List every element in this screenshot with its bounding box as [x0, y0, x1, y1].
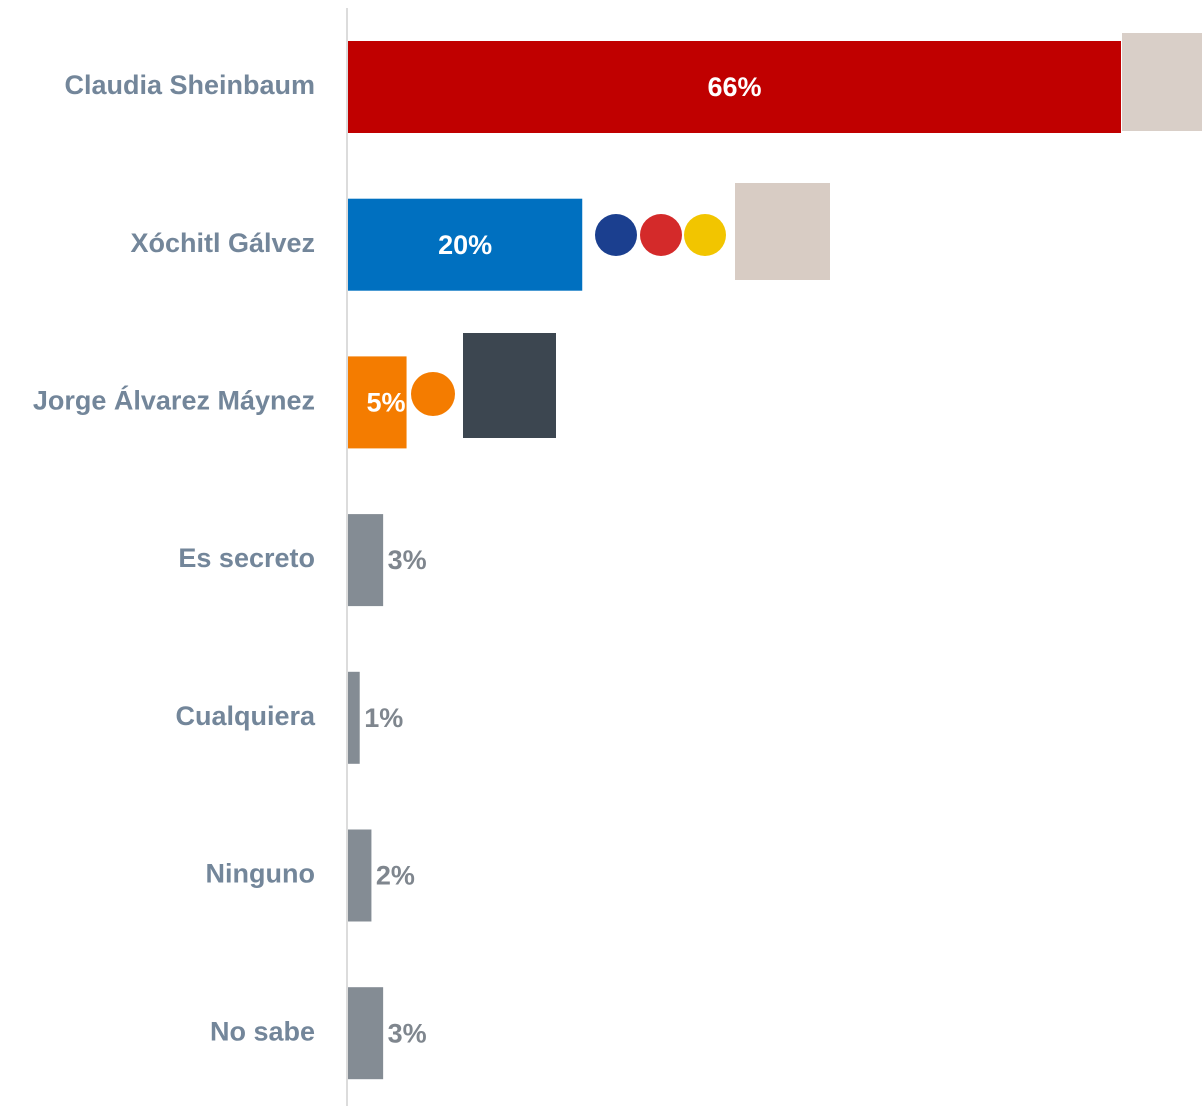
value-label: 2%: [376, 861, 415, 891]
bar: [348, 41, 1121, 133]
bar: [348, 671, 360, 764]
value-label: 3%: [388, 545, 427, 575]
category-label: Cualquiera: [175, 701, 316, 731]
bar: [348, 198, 583, 291]
candidate-photo: [463, 333, 556, 438]
value-label: 1%: [364, 703, 403, 733]
value-label: 3%: [388, 1018, 427, 1048]
bar: [348, 356, 407, 449]
candidate-photo: [735, 183, 830, 280]
category-label: Es secreto: [178, 543, 315, 573]
category-label: Ninguno: [206, 859, 315, 889]
candidate-photo: [1122, 33, 1202, 131]
bar: [348, 987, 384, 1080]
bar: [348, 514, 384, 607]
category-label: No sabe: [210, 1016, 315, 1046]
category-label: Jorge Álvarez Máynez: [33, 385, 315, 416]
bar: [348, 829, 372, 922]
category-label: Claudia Sheinbaum: [64, 70, 315, 100]
value-label: 66%: [707, 72, 761, 102]
party-logo: [595, 214, 637, 256]
value-label: 5%: [366, 388, 405, 418]
value-label: 20%: [438, 230, 492, 260]
party-logo: [684, 214, 726, 256]
party-logo: [640, 214, 682, 256]
party-logo: [411, 372, 455, 416]
category-label: Xóchitl Gálvez: [130, 228, 315, 258]
